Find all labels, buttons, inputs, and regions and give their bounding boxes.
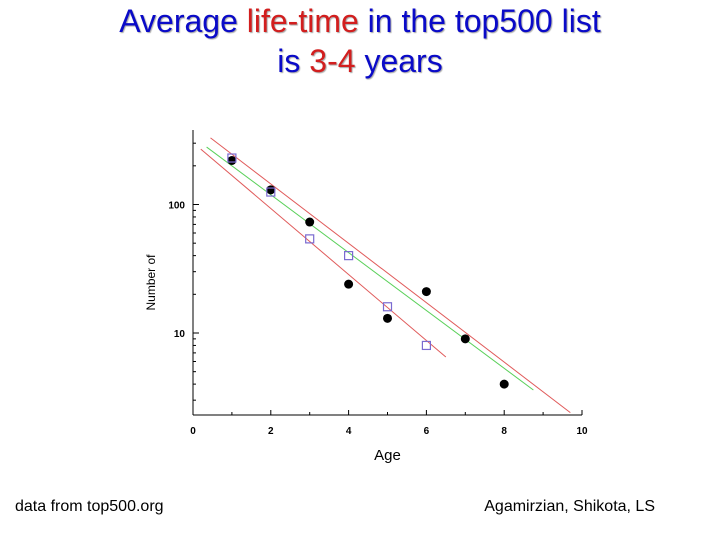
data-point-square <box>227 153 237 163</box>
fit-line <box>206 146 534 391</box>
data-point-circle <box>344 279 354 289</box>
title-text-2a: is <box>277 43 310 79</box>
title-highlight-lifetime: life-time <box>246 3 359 39</box>
data-point-circle <box>266 185 276 195</box>
x-tick-label: 2 <box>268 426 274 437</box>
fit-lines-group <box>200 137 571 414</box>
x-tick-label: 8 <box>501 426 507 437</box>
y-tick-label: 100 <box>168 200 185 211</box>
fit-line <box>210 137 571 414</box>
title-text-2b: years <box>355 43 443 79</box>
data-point-circle <box>421 287 431 297</box>
y-axis-label: Number of <box>144 254 158 311</box>
x-tick-label: 10 <box>576 426 588 437</box>
slide-title-line-2: is 3-4 years <box>0 43 720 79</box>
data-point-circle <box>227 155 237 165</box>
title-highlight-years: 3-4 <box>309 43 356 79</box>
data-point-circle <box>305 217 315 227</box>
data-point-square <box>421 340 431 351</box>
x-tick-label: 6 <box>424 426 430 437</box>
title-text-1a: Average <box>119 3 247 39</box>
data-point-circle <box>499 379 509 389</box>
footer-source: data from top500.org <box>15 498 164 515</box>
x-tick-label: 4 <box>346 426 352 437</box>
data-point-square <box>344 251 354 261</box>
slide-title-line-1: Average life-time in the top500 list <box>0 3 720 39</box>
footer-authors: Agamirzian, Shikota, LS <box>484 498 655 515</box>
y-tick-label: 10 <box>174 329 186 340</box>
x-axis-label: Age <box>374 447 401 464</box>
title-text-1b: in the top500 list <box>358 3 601 39</box>
data-point-square <box>305 234 315 244</box>
x-tick-label: 0 <box>190 426 196 437</box>
data-point-square <box>266 187 276 197</box>
data-point-circle <box>383 313 392 323</box>
data-point-square <box>382 302 393 312</box>
data-point-circle <box>460 334 470 344</box>
fit-line <box>200 148 447 358</box>
